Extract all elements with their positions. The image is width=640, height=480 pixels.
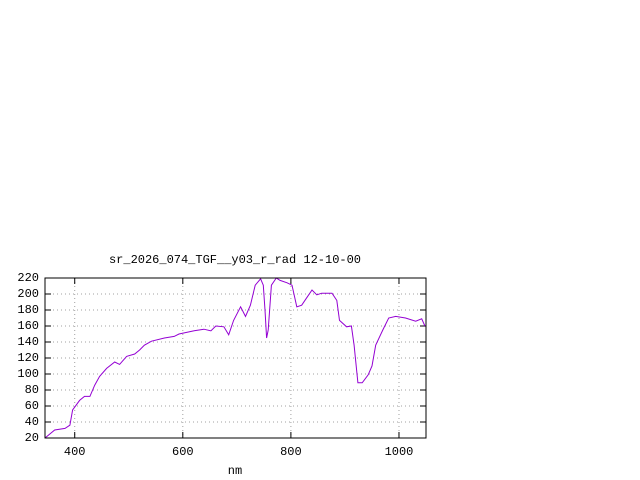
y-tick-label: 180	[17, 303, 39, 317]
y-tick-label: 200	[17, 287, 39, 301]
x-axis-label: nm	[228, 464, 242, 478]
plot-area: 20 40 60 80 100 120 140 160 180 200 220 400 600 800 10…	[17, 271, 426, 459]
y-tick-label: 60	[25, 399, 39, 413]
chart-title: sr_2026_074_TGF__y03_r_rad 12-10-00	[109, 253, 361, 267]
y-tick-label: 220	[17, 271, 39, 285]
y-tick-label: 80	[25, 383, 39, 397]
y-tick-label: 140	[17, 335, 39, 349]
y-tick-label: 40	[25, 415, 39, 429]
x-tick-label: 600	[172, 445, 194, 459]
x-tick-label: 800	[280, 445, 302, 459]
x-tick-label: 400	[64, 445, 86, 459]
y-tick-label: 100	[17, 367, 39, 381]
y-tick-label: 160	[17, 319, 39, 333]
data-line	[44, 277, 426, 439]
plot-border	[44, 277, 427, 439]
x-tick-label: 1000	[385, 445, 414, 459]
y-tick-label: 20	[25, 431, 39, 445]
y-tick-label: 120	[17, 351, 39, 365]
